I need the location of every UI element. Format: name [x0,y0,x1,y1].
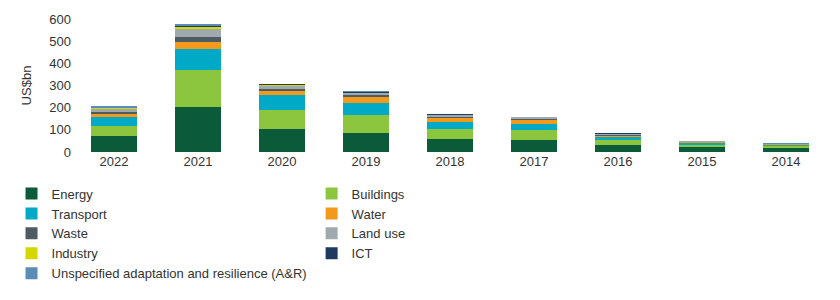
svg-text:US$bn: US$bn [19,66,34,106]
svg-text:500: 500 [49,34,71,49]
svg-text:Transport: Transport [52,207,108,222]
svg-text:100: 100 [49,122,71,137]
svg-text:Water: Water [352,207,387,222]
svg-text:ICT: ICT [352,246,373,261]
svg-text:0: 0 [64,145,71,160]
svg-text:2015: 2015 [688,154,717,169]
svg-text:2018: 2018 [436,154,465,169]
svg-text:2014: 2014 [772,154,801,169]
svg-text:Industry: Industry [52,246,99,261]
svg-text:2017: 2017 [520,154,549,169]
svg-text:2019: 2019 [352,154,381,169]
svg-text:400: 400 [49,56,71,71]
svg-text:Land use: Land use [352,226,406,241]
svg-text:Unspecified adaptation and res: Unspecified adaptation and resilience (A… [52,266,307,281]
svg-text:Buildings: Buildings [352,187,405,202]
svg-text:300: 300 [49,78,71,93]
svg-text:2021: 2021 [184,154,213,169]
svg-text:Waste: Waste [52,226,88,241]
svg-text:2022: 2022 [100,154,129,169]
svg-text:600: 600 [49,12,71,27]
svg-text:200: 200 [49,100,71,115]
svg-text:Energy: Energy [52,187,94,202]
svg-text:2016: 2016 [604,154,633,169]
svg-text:2020: 2020 [268,154,297,169]
